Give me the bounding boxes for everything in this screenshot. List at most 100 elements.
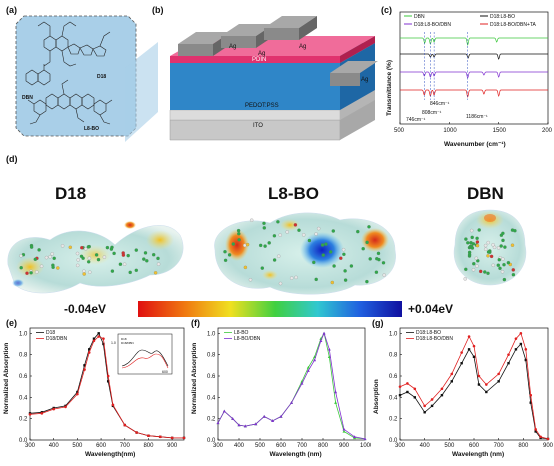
- e-point: [76, 392, 79, 396]
- l8bo-label: L8-BO: [84, 126, 99, 132]
- esp-atom: [223, 250, 227, 254]
- esp-atom: [262, 221, 266, 225]
- esp-atom: [102, 255, 107, 259]
- esp-atom: [285, 230, 289, 234]
- e-xlabel: Wavelength(nm): [85, 451, 135, 458]
- ftir-annot-846: 846cm⁻¹: [430, 101, 450, 107]
- l8bo-structure: [27, 79, 113, 125]
- esp-atom: [25, 271, 29, 275]
- molecule-structures-panel: DBN D18 L8-BO: [14, 14, 138, 138]
- ftir-legend-label: D18:L8-BO/DBN+TA: [490, 22, 537, 28]
- f-point: [342, 427, 346, 431]
- esp-atom: [267, 241, 271, 245]
- g-ytick-label: 1.0: [389, 331, 398, 337]
- esp-atom: [245, 242, 250, 247]
- esp-atom: [474, 256, 478, 261]
- f-xlabel: Wavelength (nm): [270, 451, 322, 458]
- esp-atom: [48, 255, 52, 259]
- g-point: [514, 337, 518, 340]
- g-point: [460, 362, 463, 365]
- f-legend-label: L8-BO/DBN: [234, 336, 261, 342]
- pedot-label: PEDOT:PSS: [245, 103, 279, 109]
- d18-structure: [37, 21, 111, 67]
- e-ytick-label: 0.0: [19, 438, 28, 444]
- esp-atom: [491, 243, 495, 247]
- ftir-xlabel: Wavenumber (cm⁻¹): [444, 141, 506, 148]
- ag-electrodes: [178, 16, 378, 86]
- esp-atom: [501, 238, 505, 243]
- g-point: [529, 393, 533, 397]
- f-point: [322, 331, 326, 335]
- e-ylabel: Normalized Absorption: [3, 343, 10, 414]
- ftir-xtick-label: 1500: [493, 128, 507, 134]
- esp-atom: [332, 264, 336, 268]
- esp-atom: [486, 271, 490, 276]
- g-point: [529, 401, 532, 404]
- esp-atom: [330, 280, 334, 285]
- molecule-structures-drawing: DBN D18 L8-BO: [15, 15, 137, 137]
- g-point: [497, 372, 500, 376]
- scale-min-label: -0.04eV: [64, 302, 107, 316]
- g-point: [406, 390, 409, 394]
- esp-atom: [320, 243, 325, 247]
- esp-atom: [79, 254, 84, 259]
- ftir-legend-label: DBN: [414, 14, 425, 20]
- g-point: [519, 342, 523, 346]
- g-point: [477, 383, 481, 386]
- f-ytick-label: 0.0: [207, 438, 216, 444]
- esp-atom: [82, 272, 86, 276]
- esp-atom: [343, 278, 348, 282]
- g-point: [472, 355, 476, 358]
- f-point: [313, 358, 317, 362]
- esp-atom: [314, 232, 318, 236]
- f-xtick-label: 1000: [360, 443, 371, 449]
- esp-atom: [278, 233, 282, 237]
- panel-label-c: (c): [381, 5, 392, 15]
- esp-atom: [276, 220, 280, 224]
- esp-atom: [33, 257, 38, 262]
- esp-atom: [290, 276, 294, 280]
- esp-atom: [75, 251, 80, 256]
- g-point: [485, 383, 488, 386]
- esp-atom: [143, 251, 148, 255]
- esp-atom: [29, 245, 34, 249]
- e-xtick-label: 500: [72, 443, 83, 449]
- esp-atom: [501, 231, 505, 235]
- panel-label-b: (b): [152, 5, 164, 15]
- ftir-spectrum-line: [400, 37, 548, 46]
- esp-atom: [145, 259, 149, 263]
- esp-atom: [88, 270, 92, 274]
- g-point: [406, 382, 409, 385]
- e-point: [102, 342, 105, 346]
- e-point: [83, 364, 86, 367]
- esp-atom: [324, 242, 328, 246]
- g-point: [524, 348, 528, 351]
- e-legend-label: D18/DBN: [46, 336, 68, 342]
- esp-atom: [470, 246, 475, 250]
- ftir-xtick-label: 1000: [443, 128, 457, 134]
- ftir-legend-label: D18:L8-BO/DBN: [414, 22, 451, 28]
- esp-atom: [483, 270, 487, 274]
- esp-atom: [142, 257, 146, 261]
- e-point: [182, 436, 186, 440]
- inset-curve-d18: [121, 349, 169, 367]
- esp-atom: [237, 238, 241, 242]
- abs-chart-g-panel: 300 400 500 600 700 800 900 0.0 0.2 0.4 0.6 0.8 1.0 W…: [370, 322, 554, 461]
- esp-atom: [471, 242, 476, 246]
- esp-atom: [356, 229, 360, 234]
- g-xlabel: Wavelength (nm): [452, 451, 504, 458]
- panel-label-f: (f): [191, 318, 200, 328]
- esp-atom: [464, 267, 468, 272]
- esp-atom: [248, 278, 253, 282]
- e-point: [102, 337, 105, 340]
- e-series-line: [29, 336, 184, 439]
- f-xtick-label: 800: [318, 443, 329, 449]
- esp-d18: [7, 221, 184, 294]
- g-point: [430, 404, 434, 408]
- esp-maps: [0, 205, 554, 300]
- esp-atom: [112, 251, 116, 256]
- esp-atom: [35, 270, 39, 274]
- e-point: [147, 434, 150, 438]
- inset-xtick-label: 600: [162, 370, 168, 374]
- esp-atom: [263, 244, 267, 248]
